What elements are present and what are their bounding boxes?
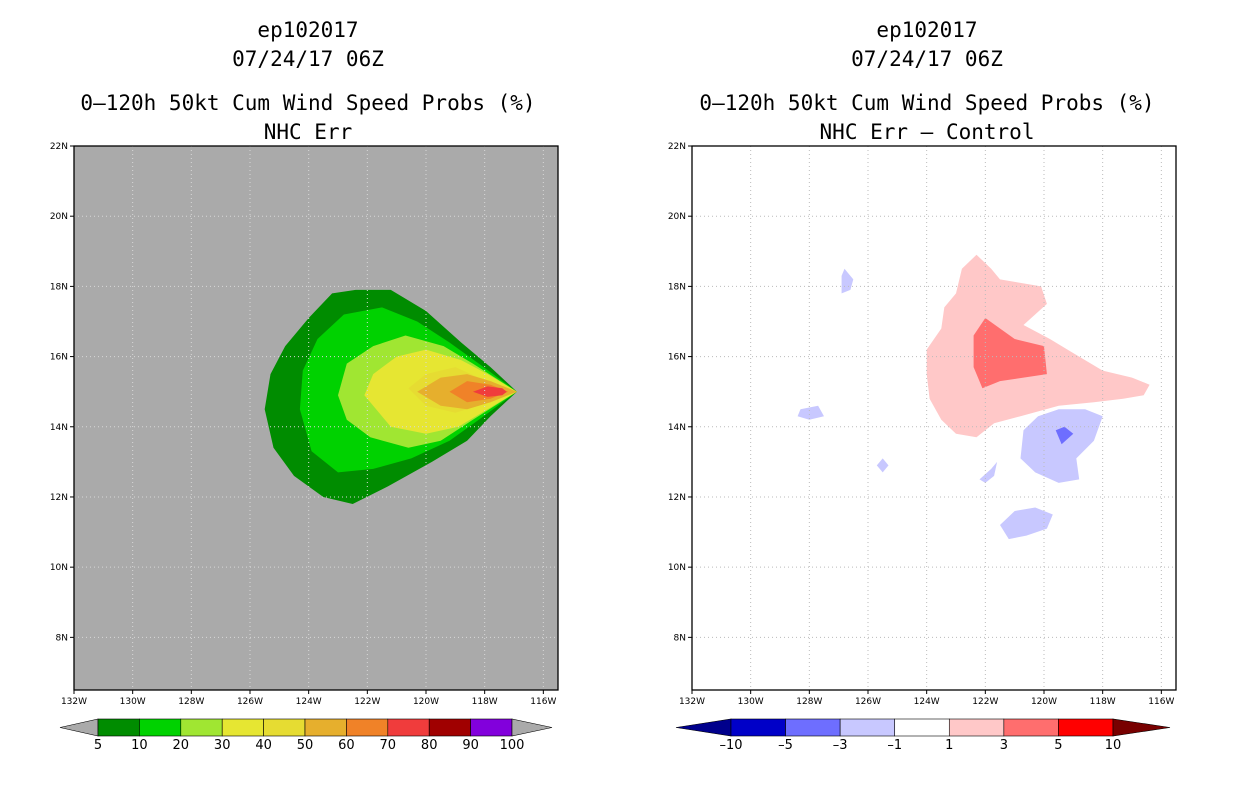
right-title-subtitle: NHC Err – Control <box>819 120 1035 144</box>
left-colorbar-swatch-3 <box>221 718 264 737</box>
right-xtick-label-1: 130W <box>738 697 764 707</box>
left-ytick-label-6: 20N <box>50 212 68 222</box>
left-colorbar-swatch-1 <box>139 718 182 737</box>
left-title-time: 07/24/17 06Z <box>232 47 384 71</box>
left-plot-frame <box>73 145 559 691</box>
left-colorbar-label-2: 20 <box>173 738 190 753</box>
right-plot-frame <box>691 145 1177 691</box>
right-xtick-label-7: 118W <box>1090 697 1116 707</box>
right-colorbar-right-arrow <box>1112 718 1171 737</box>
left-colorbar-swatch-0 <box>97 718 140 737</box>
left-ytick-label-0: 8N <box>56 633 68 643</box>
left-colorbar-label-8: 80 <box>421 738 438 753</box>
right-ytick-label-1: 10N <box>668 563 686 573</box>
right-xtick-label-5: 122W <box>972 697 998 707</box>
left-ytick-label-4: 16N <box>50 353 68 363</box>
left-colorbar-swatch-5 <box>304 718 347 737</box>
right-xtick-label-4: 124W <box>914 697 940 707</box>
left-colorbar-label-3: 30 <box>214 738 231 753</box>
left-colorbar-left-arrow <box>59 718 99 737</box>
left-colorbar-label-6: 60 <box>338 738 355 753</box>
left-chart: 132W 130W 128W 126W 124W 122W 120W 118W 116W 8N 10… <box>50 142 559 753</box>
left-colorbar-right-arrow <box>511 718 553 737</box>
left-colorbar-swatch-6 <box>346 718 389 737</box>
left-colorbar-swatch-2 <box>180 718 223 737</box>
right-colorbar-label-1: –5 <box>778 738 793 753</box>
right-title-time: 07/24/17 06Z <box>851 47 1003 71</box>
right-ytick-label-6: 20N <box>668 212 686 222</box>
right-contour-neg1-4 <box>979 461 998 483</box>
left-colorbar-label-5: 50 <box>297 738 314 753</box>
right-xtick-label-8: 116W <box>1148 697 1174 707</box>
right-colorbar-swatch-1 <box>785 718 841 737</box>
left-xtick-label-4: 124W <box>296 697 322 707</box>
left-title-storm: ep102017 <box>257 18 359 42</box>
right-colorbar-swatch-5 <box>1003 718 1059 737</box>
right-contour-neg3-8 <box>1055 426 1074 445</box>
right-ytick-label-2: 12N <box>668 493 686 503</box>
left-colorbar-label-1: 10 <box>131 738 148 753</box>
right-colorbar-label-4: 1 <box>945 738 953 753</box>
left-xtick-label-3: 126W <box>237 697 263 707</box>
right-colorbar-label-5: 3 <box>1000 738 1008 753</box>
left-title-product: 0–120h 50kt Cum Wind Speed Probs (%) <box>80 91 536 115</box>
right-title-product: 0–120h 50kt Cum Wind Speed Probs (%) <box>699 91 1155 115</box>
right-colorbar-label-0: –10 <box>719 738 742 753</box>
left-contour-70-7 <box>472 386 507 397</box>
left-xtick-label-8: 116W <box>530 697 556 707</box>
left-colorbar-swatch-7 <box>387 718 430 737</box>
right-colorbar-swatch-4 <box>948 718 1005 737</box>
right-contour-neg1-6 <box>841 268 854 294</box>
left-colorbar-label-7: 70 <box>380 738 397 753</box>
left-colorbar-label-0: 5 <box>94 738 102 753</box>
left-xtick-label-0: 132W <box>61 697 87 707</box>
right-xtick-label-3: 126W <box>855 697 881 707</box>
left-xtick-label-5: 122W <box>354 697 380 707</box>
right-ytick-label-3: 14N <box>668 423 686 433</box>
right-ytick-label-5: 18N <box>668 282 686 292</box>
left-ytick-label-1: 10N <box>50 563 68 573</box>
left-ytick-label-2: 12N <box>50 493 68 503</box>
right-contour-3-1 <box>973 318 1047 389</box>
right-contour-1-0 <box>926 254 1150 438</box>
right-xtick-label-0: 132W <box>679 697 705 707</box>
right-colorbar-swatch-3 <box>894 718 950 737</box>
right-contour-neg1-3 <box>1000 507 1053 540</box>
left-colorbar-label-4: 40 <box>255 738 272 753</box>
left-ytick-label-7: 22N <box>50 142 68 152</box>
right-contour-neg1-2 <box>1020 409 1103 483</box>
left-xtick-label-7: 118W <box>472 697 498 707</box>
left-colorbar-swatch-8 <box>428 718 471 737</box>
right-xtick-label-6: 120W <box>1031 697 1057 707</box>
left-colorbar-swatch-4 <box>263 718 306 737</box>
right-plot-background <box>692 146 1176 690</box>
right-colorbar-left-arrow <box>675 718 732 737</box>
left-ytick-label-5: 18N <box>50 282 68 292</box>
left-xtick-label-6: 120W <box>413 697 439 707</box>
right-colorbar-label-6: 5 <box>1054 738 1062 753</box>
right-colorbar-swatch-0 <box>730 718 786 737</box>
right-colorbar-label-7: 10 <box>1105 738 1122 753</box>
right-title-storm: ep102017 <box>876 18 978 42</box>
right-xtick-label-2: 128W <box>796 697 822 707</box>
right-ytick-label-4: 16N <box>668 353 686 363</box>
left-colorbar-label-9: 90 <box>462 738 479 753</box>
right-colorbar-label-3: –1 <box>887 738 902 753</box>
right-ytick-label-0: 8N <box>674 633 686 643</box>
right-colorbar-label-2: –3 <box>833 738 848 753</box>
left-colorbar-swatch-9 <box>470 718 513 737</box>
left-xtick-label-1: 130W <box>120 697 146 707</box>
right-colorbar-swatch-6 <box>1058 718 1114 737</box>
left-colorbar-label-10: 100 <box>500 738 525 753</box>
right-contour-neg1-5 <box>797 405 824 420</box>
right-colorbar-swatch-2 <box>839 718 896 737</box>
left-xtick-label-2: 128W <box>178 697 204 707</box>
left-title-subtitle: NHC Err <box>263 120 353 144</box>
right-contour-neg1-7 <box>876 458 889 473</box>
left-ytick-label-3: 14N <box>50 423 68 433</box>
